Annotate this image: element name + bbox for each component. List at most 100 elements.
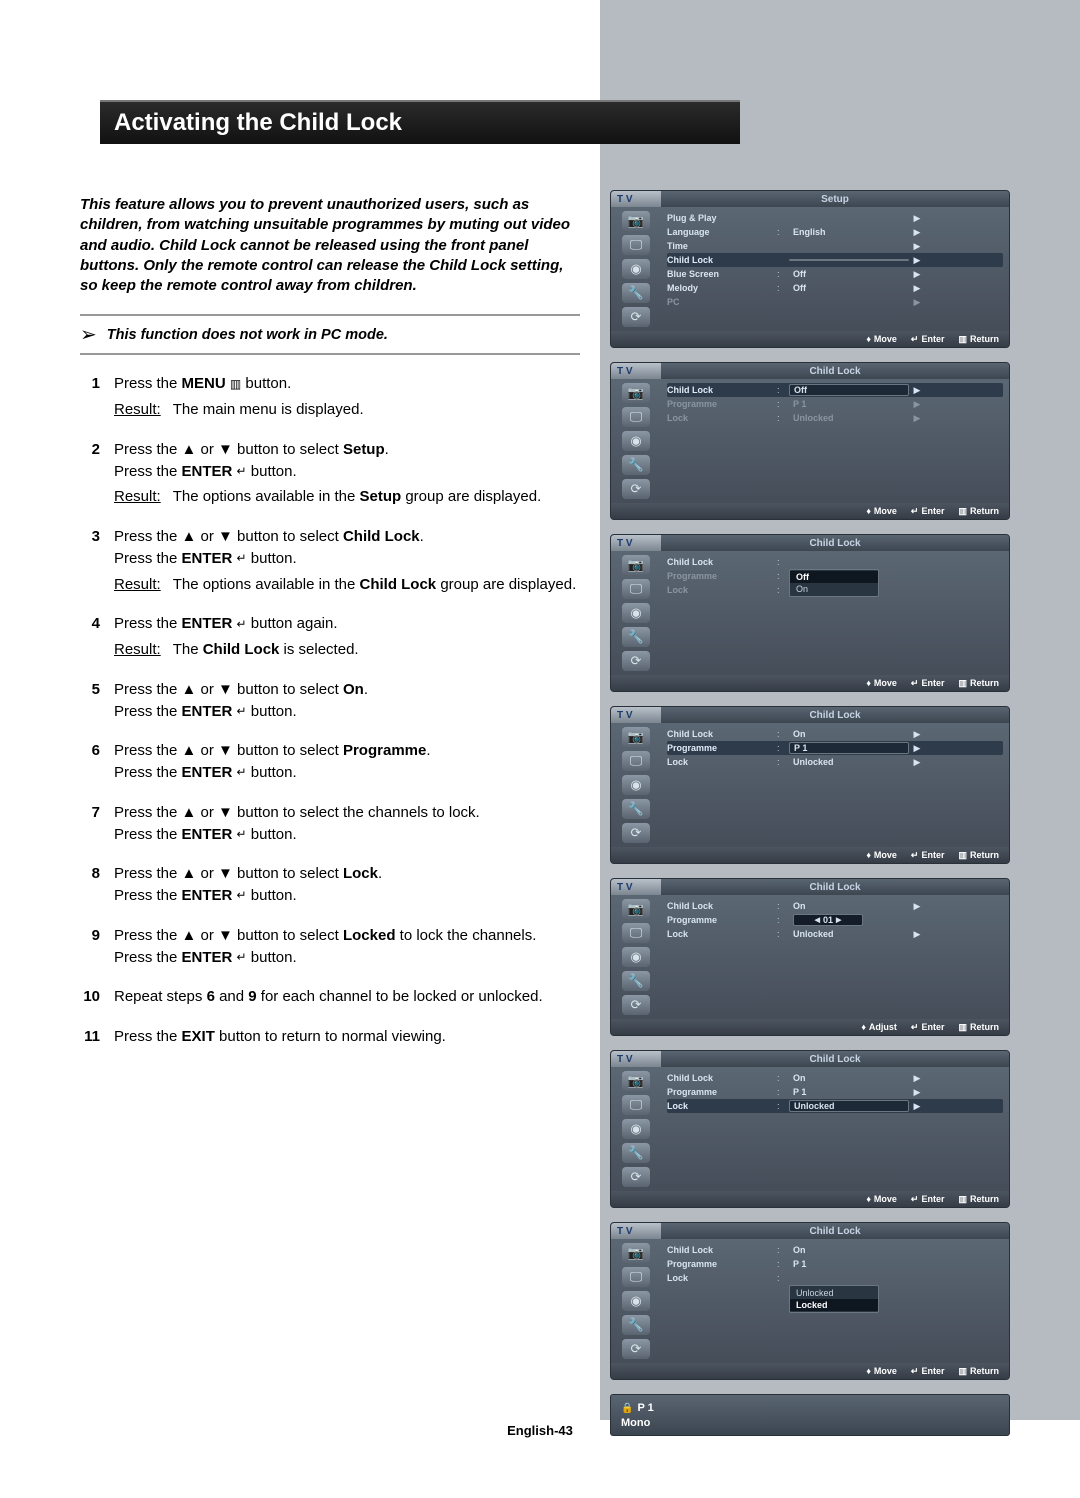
osd-menu-row: Lock:Unlocked▶ [667,411,1003,425]
page-number: English-43 [0,1423,1080,1438]
osd-menu-row: Programme:P 1▶ [667,397,1003,411]
osd-nav-bar: ♦ Move↵ Enter▥ Return [611,331,1009,347]
osd-category-icon: 🔧 [622,1315,650,1335]
osd-category-icon: 📷 [622,727,650,747]
osd-row-label: Language [667,227,777,237]
osd-row-value: On [789,901,909,911]
osd-body: 📷🖵◉🔧⟳Child Lock:On▶Programme:P 1▶Lock:Un… [611,1067,1009,1191]
osd-category-icon: 🔧 [622,799,650,819]
osd-body: 📷🖵◉🔧⟳Child Lock:Off▶Programme:P 1▶Lock:U… [611,379,1009,503]
osd-tv-label: T V [611,707,661,723]
nav-enter: ↵ Enter [911,1366,945,1377]
osd-menu-row: Time▶ [667,239,1003,253]
osd-menu-row: Child Lock:Off▶ [667,383,1003,397]
step-line: Press the ENTER ↵ button. [114,461,580,483]
osd-row-label: Child Lock [667,1073,777,1083]
osd-menu-row: Melody:Off▶ [667,281,1003,295]
osd-screenshots-column: T VSetup📷🖵◉🔧⟳Plug & Play▶Language:Englis… [610,190,1010,1436]
step-number: 1 [80,373,114,421]
step-number: 4 [80,613,114,661]
osd-nav-bar: ♦ Move↵ Enter▥ Return [611,503,1009,519]
osd-category-icons: 📷🖵◉🔧⟳ [611,895,661,1019]
osd-nav-bar: ♦ Move↵ Enter▥ Return [611,847,1009,863]
osd-category-icon: ◉ [622,775,650,795]
nav-return: ▥ Return [958,1366,999,1377]
osd-row-label: Lock [667,757,777,767]
osd-row-arrow-icon: ▶ [909,757,925,768]
osd-category-icon: 🔧 [622,1143,650,1163]
osd-menu-row: Programme:◀01▶ [667,913,1003,927]
osd-row-arrow-icon: ▶ [909,929,925,940]
osd-tv-label: T V [611,879,661,895]
osd-row-label: Plug & Play [667,213,777,223]
step-number: 11 [80,1026,114,1048]
osd-section-title: Child Lock [661,535,1009,551]
nav-return: ▥ Return [958,1194,999,1205]
osd-tv-label: T V [611,535,661,551]
osd-menu-row: Lock:Unlocked▶ [667,755,1003,769]
step-number: 7 [80,802,114,846]
osd-row-sep: : [777,929,789,939]
osd-category-icon: ◉ [622,259,650,279]
step: 2Press the ▲ or ▼ button to select Setup… [80,439,580,508]
osd-row-value: P 1 [789,1087,909,1097]
osd-row-arrow-icon: ▶ [909,729,925,740]
osd-tv-label: T V [611,1051,661,1067]
osd-row-label: Lock [667,929,777,939]
osd-row-value: On [789,1245,909,1255]
result-label: Result: [114,399,161,421]
osd-panel: T VSetup📷🖵◉🔧⟳Plug & Play▶Language:Englis… [610,190,1010,348]
osd-row-label: Lock [667,1273,777,1283]
osd-menu-row: Programme:P 1▶ [667,1085,1003,1099]
osd-menu-row: Child Lock: [667,555,1003,569]
step-number: 6 [80,740,114,784]
osd-category-icon: ◉ [622,1119,650,1139]
step-line: Press the ENTER ↵ button. [114,762,580,784]
page-title: Activating the Child Lock [100,100,740,144]
osd-menu-row: Programme:P 1▶ [667,741,1003,755]
osd-panel: T VChild Lock📷🖵◉🔧⟳Child Lock:Off▶Program… [610,362,1010,520]
osd-menu-row: Lock:Unlocked▶ [667,927,1003,941]
osd-row-value: Unlocked [789,1100,909,1112]
osd-menu: Child Lock:Off▶Programme:P 1▶Lock:Unlock… [661,379,1009,503]
osd-category-icon: 🖵 [622,751,650,771]
nav-enter: ↵ Enter [911,1022,945,1033]
step-line: Press the ▲ or ▼ button to select On. [114,679,580,701]
osd-row-sep: : [777,1259,789,1269]
step-body: Repeat steps 6 and 9 for each channel to… [114,986,580,1008]
step-result: Result:The options available in the Chil… [114,574,580,596]
nav-move: ♦ Move [866,678,897,688]
osd-row-arrow-icon: ▶ [909,283,925,294]
osd-category-icon: ◉ [622,947,650,967]
nav-enter: ↵ Enter [911,678,945,689]
osd-row-label: Lock [667,413,777,423]
nav-return: ▥ Return [958,850,999,861]
osd-row-value: On [789,1073,909,1083]
osd-row-sep: : [777,413,789,423]
osd-section-title: Child Lock [661,707,1009,723]
osd-menu-row: Lock: [667,1271,1003,1285]
step-line: Press the ▲ or ▼ button to select Child … [114,526,580,548]
result-label: Result: [114,574,161,596]
osd-menu-row: Programme:P 1 [667,1257,1003,1271]
osd-header: T VChild Lock [611,707,1009,723]
manual-page: Activating the Child Lock This feature a… [0,0,1080,1498]
step-body: Press the ▲ or ▼ button to select Locked… [114,925,580,969]
osd-row-arrow-icon: ▶ [909,901,925,912]
lock-icon: 🔒 [621,1403,633,1414]
osd-row-label: Programme [667,1087,777,1097]
osd-row-sep: : [777,729,789,739]
osd-row-arrow-icon: ▶ [909,213,925,224]
osd-row-value [789,259,909,261]
osd-menu: Child Lock:On▶Programme:◀01▶Lock:Unlocke… [661,895,1009,1019]
osd-header: T VSetup [611,191,1009,207]
nav-move: ♦ Move [866,334,897,344]
nav-enter: ↵ Enter [911,506,945,517]
nav-move: ♦ Adjust [861,1022,897,1032]
step: 5Press the ▲ or ▼ button to select On.Pr… [80,679,580,723]
osd-row-sep: : [777,1073,789,1083]
osd-row-value: On [789,729,909,739]
step-body: Press the ▲ or ▼ button to select Child … [114,526,580,595]
osd-row-value: Off [789,283,909,293]
osd-category-icon: ⟳ [622,651,650,671]
